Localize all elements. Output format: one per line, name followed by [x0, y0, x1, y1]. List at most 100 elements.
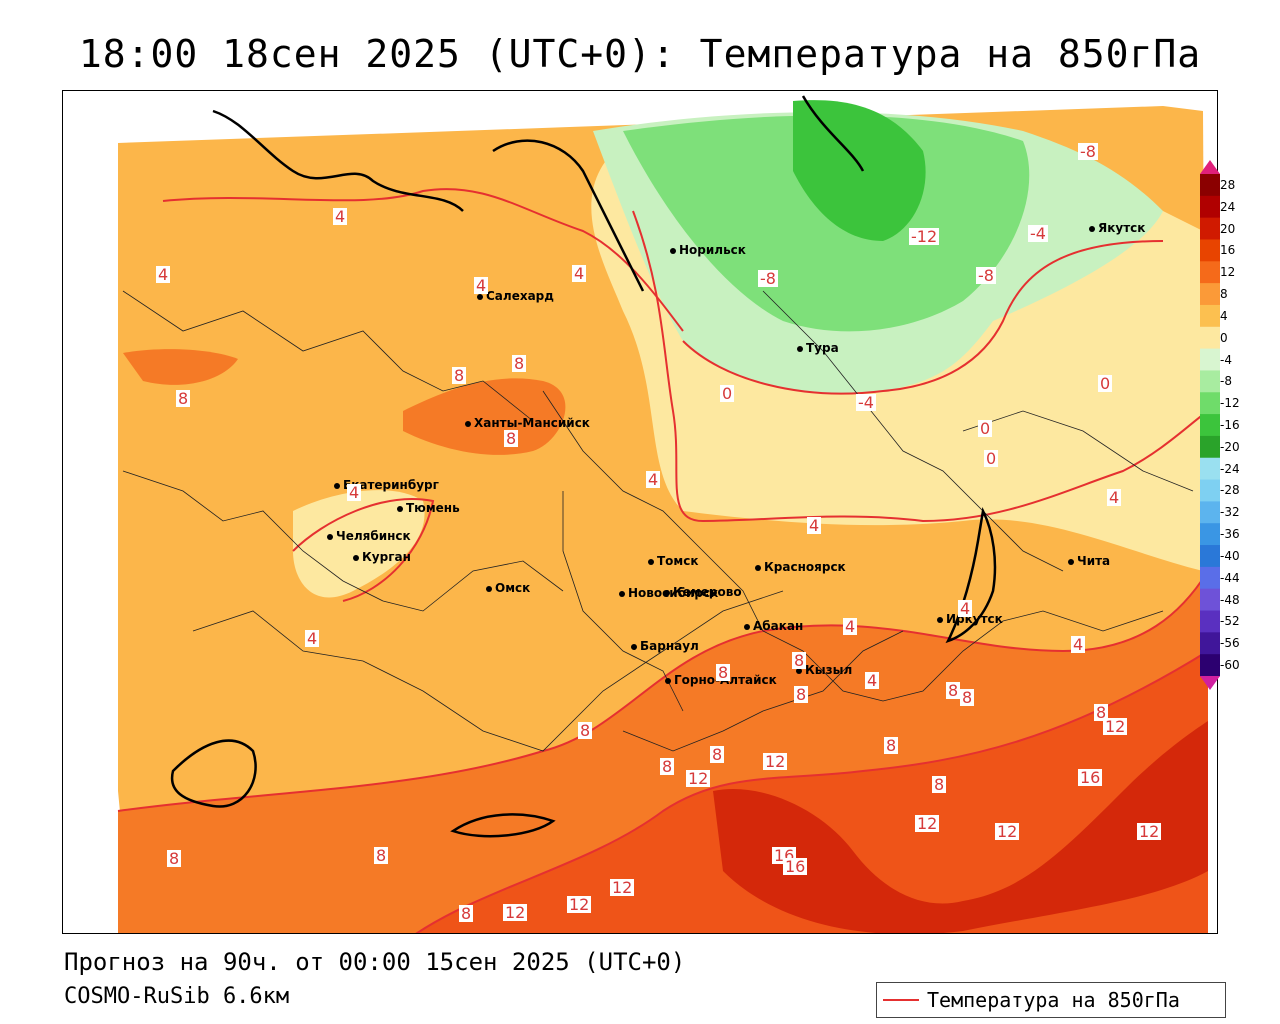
warm-cell-north [403, 378, 566, 455]
scale-tick-label: -16 [1220, 418, 1240, 432]
scale-swatch [1200, 304, 1220, 328]
scale-bottom-arrow [1200, 676, 1220, 690]
legend: Температура на 850гПа [876, 982, 1226, 1018]
contour-label: 4 [474, 276, 489, 295]
scale-tick-label: 28 [1220, 177, 1236, 192]
city-label: Ханты-Мансийск [474, 416, 590, 430]
contour-label: 4 [333, 207, 348, 226]
contour-label: 8 [716, 663, 731, 682]
scale-tick-label: -36 [1220, 527, 1240, 542]
contour-label: 12 [610, 878, 635, 897]
field-cold-8 [623, 115, 1030, 332]
city-marker: Якутск [1089, 221, 1145, 235]
city-marker: Красноярск [755, 560, 846, 574]
contour-label: 8 [459, 904, 474, 923]
scale-swatch [1200, 545, 1220, 568]
scale-swatch [1200, 414, 1220, 437]
scale-swatch [1200, 174, 1220, 197]
city-label: Иркутск [946, 612, 1003, 626]
city-dot [334, 482, 340, 489]
contour-label: 8 [932, 775, 947, 794]
contour-label: 4 [156, 265, 171, 284]
city-label: Томск [657, 554, 699, 568]
scale-tick-label: -24 [1220, 461, 1240, 476]
field-cold-12 [793, 100, 926, 241]
scale-swatch [1200, 261, 1220, 284]
contour-label: -8 [1078, 142, 1098, 161]
city-marker: Курган [353, 550, 411, 564]
scale-swatch [1200, 370, 1220, 393]
scale-tick-label: 24 [1220, 199, 1236, 214]
contour-label: -4 [856, 393, 876, 412]
scale-tick-label: -8 [1220, 374, 1232, 389]
city-dot [670, 247, 676, 254]
forecast-info: Прогноз на 90ч. от 00:00 15сен 2025 (UTC… [64, 948, 686, 976]
scale-swatch [1200, 195, 1220, 219]
scale-swatch [1200, 610, 1220, 633]
city-label: Красноярск [764, 560, 846, 574]
scale-swatch [1200, 326, 1220, 350]
field-warm-16 [713, 721, 1208, 933]
color-scale: 28 24 20 16 12 8 4 0 -4 -8 -12 -16 -20 -24 -28 -32 -36 -4… [1200, 160, 1280, 690]
city-dot [755, 564, 761, 571]
contour-label: 12 [995, 822, 1020, 841]
contour-label: 8 [504, 429, 519, 448]
scale-tick-label: 4 [1220, 308, 1228, 323]
scale-tick-label: 16 [1220, 243, 1236, 258]
scale-tick-label: -32 [1220, 505, 1240, 520]
contour-label: 16 [1078, 768, 1103, 787]
temperature-field [63, 91, 1217, 933]
city-label: Курган [362, 550, 411, 564]
legend-line-swatch [883, 999, 919, 1001]
map-panel[interactable] [62, 90, 1218, 934]
city-dot [486, 585, 492, 592]
scale-tick-label: -60 [1220, 658, 1240, 673]
contour-label: 4 [1107, 488, 1122, 507]
city-dot [665, 677, 671, 684]
contour-label: 8 [710, 745, 725, 764]
contour-label: 16 [783, 857, 808, 876]
contour-label: 4 [347, 483, 362, 502]
city-label: Омск [495, 581, 531, 595]
city-label: Кызыл [805, 663, 853, 677]
city-marker: Барнаул [631, 639, 699, 653]
contour-label: -12 [909, 227, 940, 246]
city-marker: Тура [797, 341, 839, 355]
scale-swatch [1200, 523, 1220, 546]
scale-swatch [1200, 588, 1220, 612]
contour-label: 4 [843, 617, 858, 636]
city-label: Новосибирск [628, 586, 719, 600]
contour-label: 12 [763, 752, 788, 771]
contour-label: 4 [958, 599, 973, 618]
city-dot [477, 293, 483, 300]
contour-label: 8 [794, 685, 809, 704]
contour-label: 4 [572, 264, 587, 283]
scale-swatch [1200, 217, 1220, 240]
city-dot [465, 420, 471, 427]
scale-tick-label: 0 [1220, 330, 1228, 345]
city-marker: Кызыл [796, 663, 852, 677]
city-label: Тура [806, 341, 839, 355]
scale-top-arrow [1200, 160, 1220, 174]
city-marker: Чита [1068, 554, 1110, 568]
scale-tick-label: -40 [1220, 548, 1240, 563]
scale-swatch [1200, 435, 1220, 459]
contour-label: 12 [1103, 717, 1128, 736]
city-label: Екатеринбург [343, 478, 439, 492]
scale-swatch [1200, 566, 1220, 590]
city-dot [1068, 558, 1074, 565]
city-label: Кемерово [673, 585, 742, 599]
legend-label: Температура на 850гПа [927, 988, 1180, 1012]
contour-label: 8 [946, 681, 961, 700]
contour-label: 0 [978, 419, 993, 438]
contour-label: 4 [305, 629, 320, 648]
model-name: COSMO-RuSib 6.6км [64, 984, 290, 1009]
scale-tick-label: -20 [1220, 439, 1240, 454]
city-dot [797, 345, 803, 352]
contour-label: -8 [976, 266, 996, 285]
contour-label: 8 [452, 366, 467, 385]
scale-swatch [1200, 457, 1220, 481]
field-warm-12-16 [417, 651, 1208, 933]
scale-tick-label: -12 [1220, 396, 1240, 411]
city-marker: Екатеринбург [334, 478, 439, 492]
